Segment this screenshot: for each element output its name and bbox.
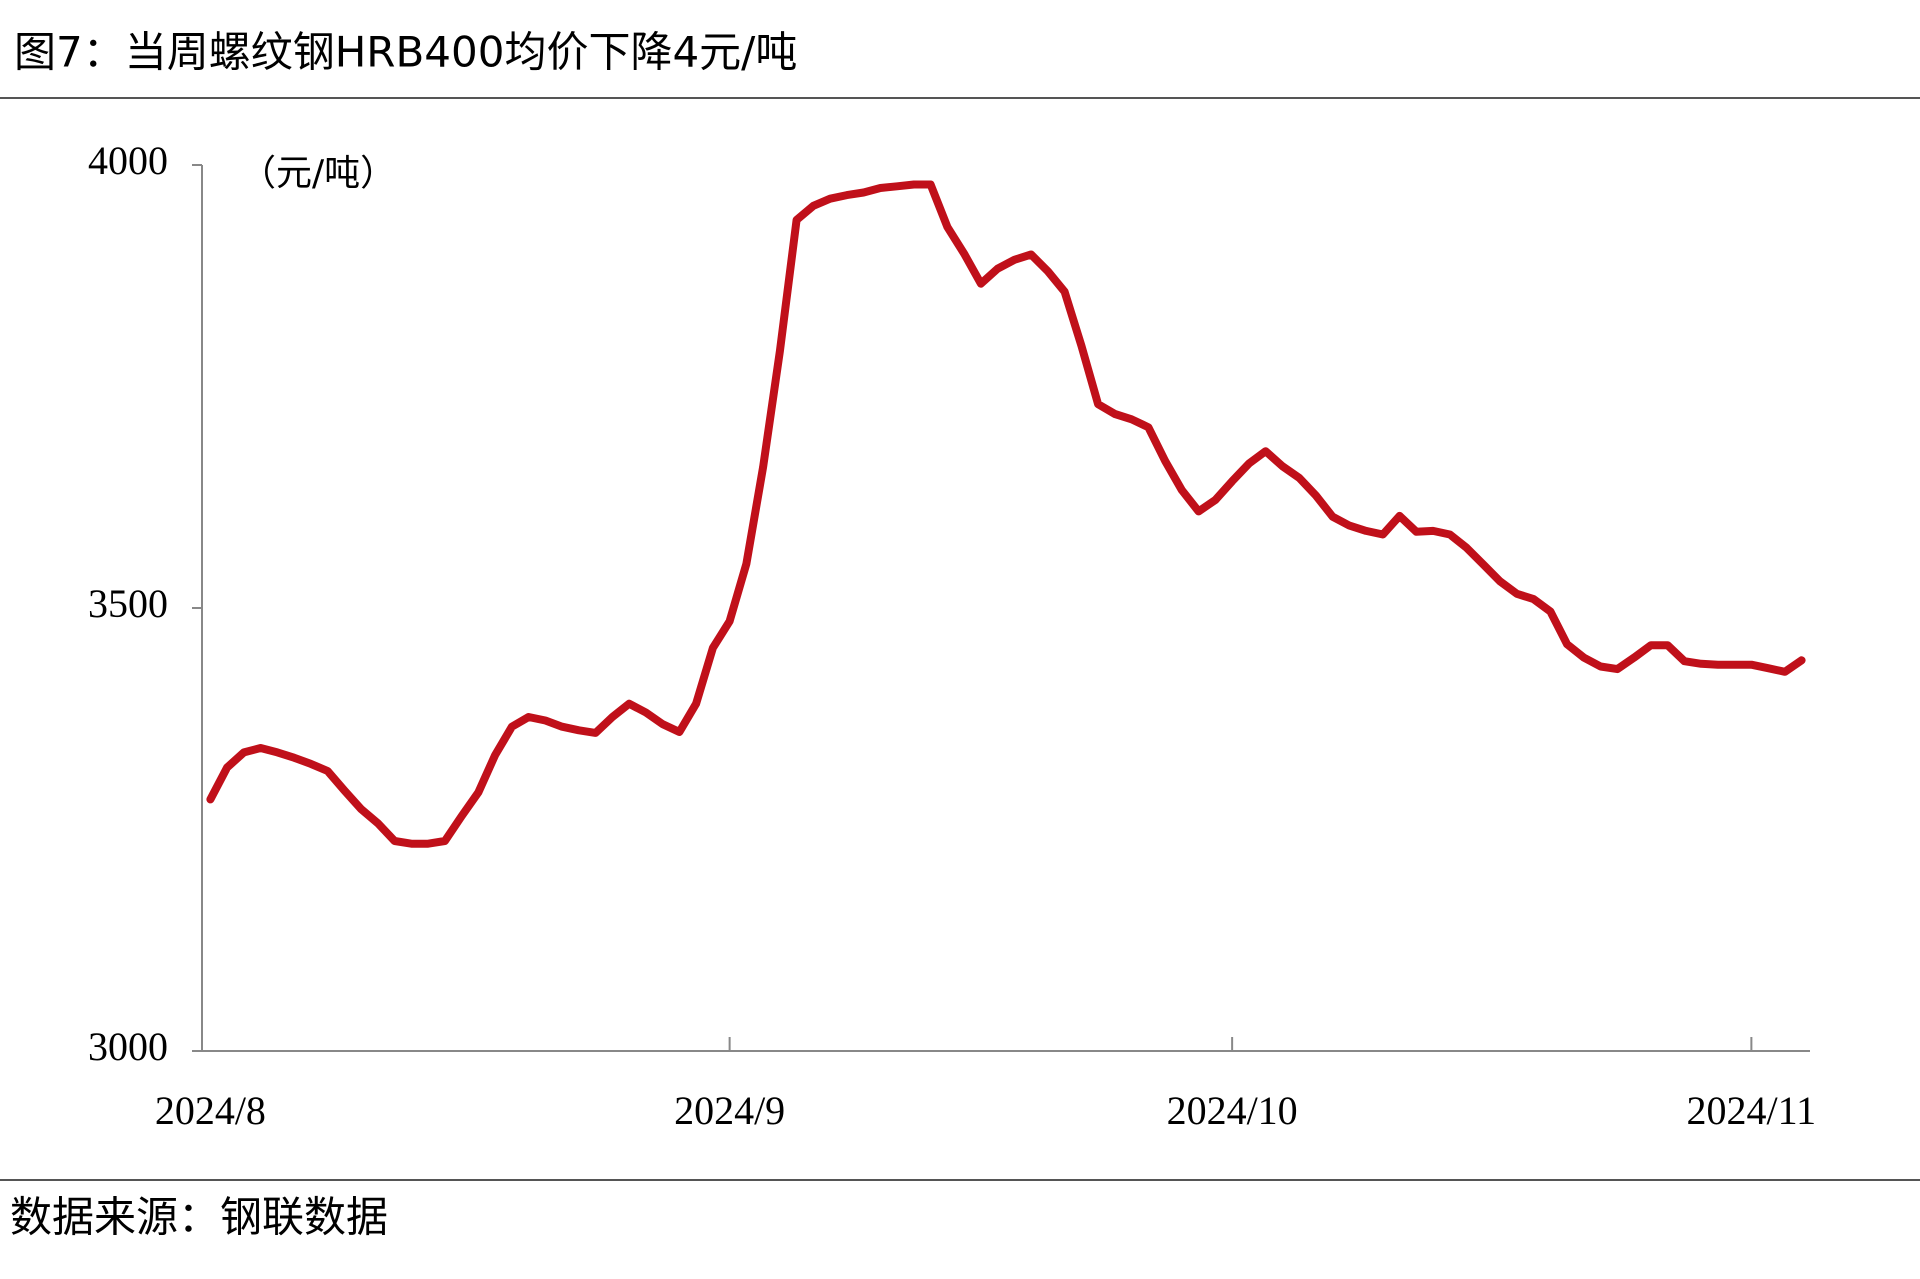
y-tick-label: 3000 bbox=[88, 1024, 168, 1069]
y-tick-label: 3500 bbox=[88, 581, 168, 626]
chart-title: 图7：当周螺纹钢HRB400均价下降4元/吨 bbox=[14, 28, 797, 77]
y-tick-label: 4000 bbox=[88, 138, 168, 183]
x-tick-label: 2024/8 bbox=[155, 1088, 266, 1133]
y-axis-unit: （元/吨） bbox=[240, 153, 396, 194]
source-note: 数据来源：钢联数据 bbox=[10, 1193, 388, 1242]
price-line bbox=[206, 180, 1806, 848]
x-tick-label: 2024/9 bbox=[674, 1088, 785, 1133]
x-tick-label: 2024/10 bbox=[1167, 1088, 1298, 1133]
x-tick-label: 2024/11 bbox=[1687, 1088, 1817, 1133]
